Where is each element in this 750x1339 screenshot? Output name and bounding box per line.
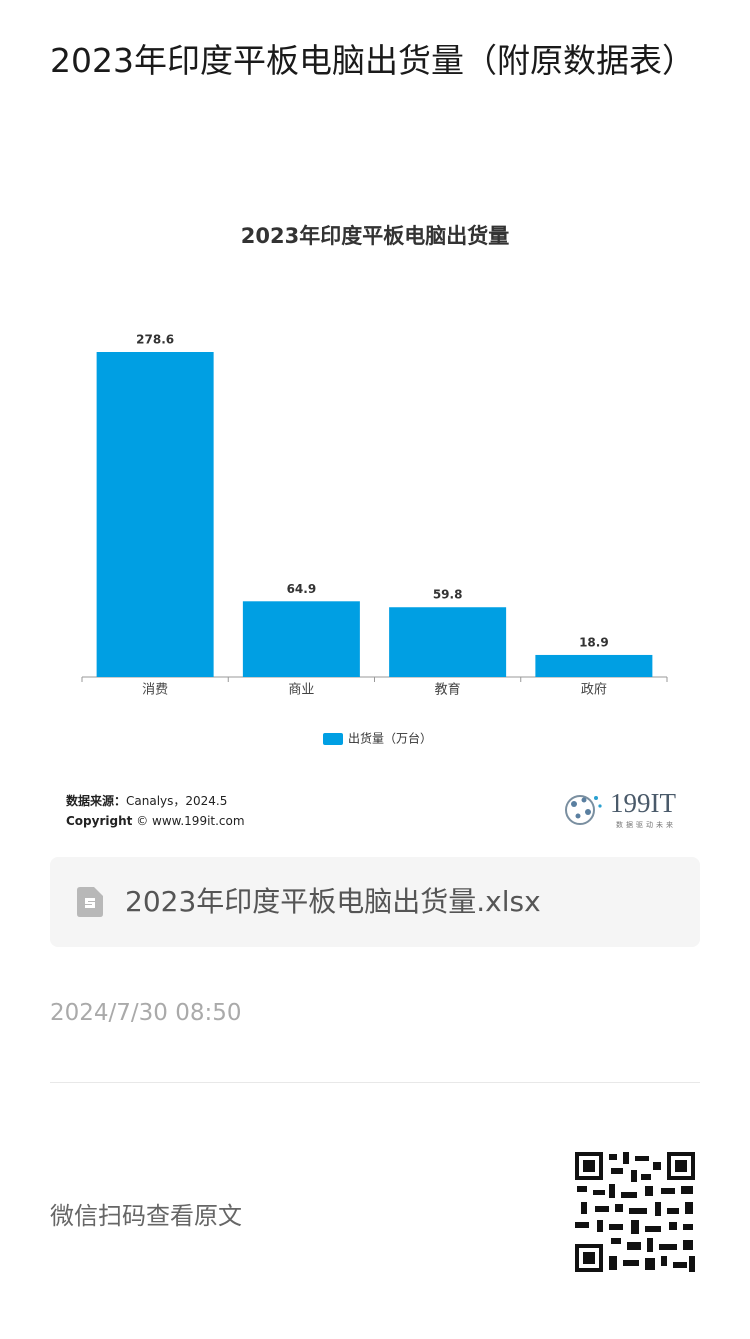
bar	[96, 352, 214, 677]
x-tick-label: 商业	[288, 683, 314, 698]
file-icon	[77, 887, 103, 917]
divider	[50, 1082, 700, 1083]
logo-text: 199IT	[610, 788, 676, 818]
bar	[389, 607, 507, 677]
data-label: 18.9	[579, 635, 609, 649]
legend-label: 出货量（万台）	[348, 731, 432, 746]
data-label: 278.6	[136, 333, 174, 347]
attachment-card[interactable]: 2023年印度平板电脑出货量.xlsx	[50, 857, 700, 947]
logo-tagline: 数据驱动未来	[616, 820, 676, 829]
attachment-name: 2023年印度平板电脑出货量.xlsx	[125, 885, 541, 918]
copyright-text: © www.199it.com	[136, 814, 245, 828]
x-tick-label: 教育	[435, 682, 461, 698]
source-note: 数据来源：Canalys，2024.5 Copyright © www.199i…	[66, 791, 245, 831]
data-label: 64.9	[287, 582, 317, 596]
source-label: 数据来源：	[66, 794, 127, 808]
chart: 2023年印度平板电脑出货量 消费 商业 教育 政府 278.6 64.9 59.8 18.9…	[81, 224, 668, 746]
copyright-label: Copyright	[66, 814, 133, 828]
article-title: 2023年印度平板电脑出货量（附原数据表）	[50, 41, 695, 80]
footer-text: 微信扫码查看原文	[50, 1202, 242, 1230]
logo-icon	[565, 795, 602, 825]
chart-title: 2023年印度平板电脑出货量	[241, 224, 509, 248]
source-text: Canalys，2024.5	[126, 794, 228, 808]
bar	[242, 601, 360, 677]
publish-date: 2024/7/30 08:50	[50, 1000, 242, 1026]
bar	[535, 654, 653, 677]
legend-swatch	[323, 733, 343, 745]
qr-code	[575, 1152, 695, 1272]
data-label: 59.8	[433, 588, 463, 602]
x-tick-label: 政府	[581, 683, 607, 698]
logo: 199IT 数据驱动未来	[565, 788, 676, 829]
x-tick-label: 消费	[142, 683, 168, 698]
